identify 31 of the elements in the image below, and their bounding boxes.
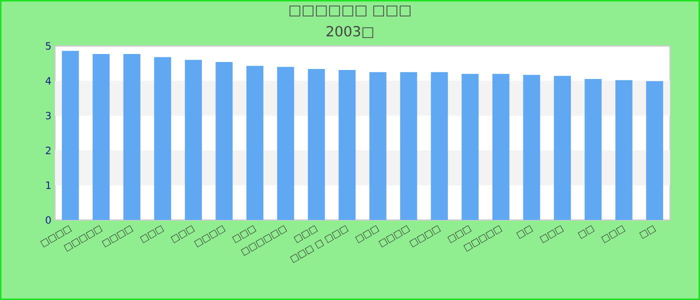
chart-title: □□□□□□ □□□ xyxy=(290,6,410,16)
bar xyxy=(554,76,571,220)
bar xyxy=(277,66,294,220)
y-tick-label: 5 xyxy=(46,42,51,50)
bar xyxy=(615,80,632,220)
y-tick-label: 2 xyxy=(46,146,50,154)
bar xyxy=(216,62,233,220)
bar xyxy=(523,74,540,220)
x-tick-label: □□ xyxy=(578,225,595,239)
bar xyxy=(184,60,202,220)
x-tick-label: □□ xyxy=(516,225,534,239)
bar xyxy=(400,72,418,220)
bar xyxy=(92,54,110,220)
bar xyxy=(492,74,510,220)
bar xyxy=(308,68,325,220)
y-tick-label: 4 xyxy=(46,77,51,84)
bar xyxy=(246,66,264,220)
x-tick-label: □□ xyxy=(639,225,656,239)
y-tick-label: 0 xyxy=(46,216,51,224)
bar xyxy=(430,72,448,220)
bar xyxy=(62,50,79,220)
bar xyxy=(123,54,140,220)
bar xyxy=(369,72,386,220)
chart-subtitle: 2003□ xyxy=(326,26,374,38)
bar xyxy=(646,81,664,220)
bar xyxy=(338,70,356,220)
y-tick-label: 3 xyxy=(46,112,51,120)
y-tick-label: 1 xyxy=(46,182,51,189)
bar xyxy=(584,79,602,220)
bar xyxy=(154,57,172,220)
bar xyxy=(462,74,479,220)
